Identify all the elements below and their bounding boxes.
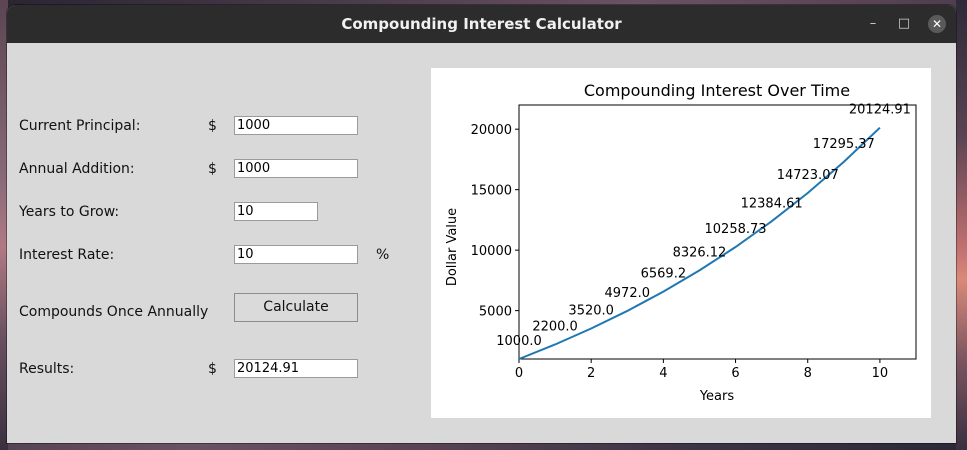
rate-unit: % [376,247,390,263]
chart-title: Compounding Interest Over Time [584,81,850,100]
data-label: 4972.0 [605,286,651,301]
data-label: 10258.73 [705,222,767,237]
close-icon[interactable]: ✕ [928,15,946,33]
y-axis-label: Dollar Value [445,208,460,286]
desktop-background-right [956,0,967,450]
principal-label: Current Principal: [19,118,141,134]
data-label: 20124.91 [849,103,911,118]
y-tick-label: 5000 [479,305,512,320]
years-input[interactable]: 10 [234,202,318,221]
addition-label: Annual Addition: [19,161,135,177]
data-label: 17295.37 [813,137,875,152]
main-content: Current Principal: $ 1000 Annual Additio… [7,43,956,443]
y-tick-label: 20000 [471,123,512,138]
interest-chart: Compounding Interest Over Time Years Dol… [445,81,917,404]
minimize-icon[interactable]: – [869,16,877,31]
principal-input[interactable]: 1000 [234,116,358,135]
app-window: Compounding Interest Calculator – □ ✕ Cu… [7,5,956,443]
results-currency: $ [208,361,217,377]
x-tick-label: 10 [872,366,889,381]
x-tick-label: 0 [515,366,523,381]
data-label: 14723.07 [777,168,839,183]
y-tick-label: 15000 [471,184,512,199]
calculate-button[interactable]: Calculate [234,293,358,322]
x-axis-label: Years [699,389,735,404]
x-tick-label: 8 [804,366,812,381]
rate-input[interactable]: 10 [234,245,358,264]
x-tick-label: 4 [659,366,667,381]
data-label: 3520.0 [568,304,614,319]
window-title: Compounding Interest Calculator [341,15,622,33]
addition-currency: $ [208,161,217,177]
results-output[interactable]: 20124.91 [234,359,358,378]
series-line [518,126,881,360]
data-label: 2200.0 [532,319,578,334]
chart-panel: Compounding Interest Over Time Years Dol… [431,68,931,418]
maximize-icon[interactable]: □ [897,16,911,31]
principal-currency: $ [208,118,217,134]
addition-input[interactable]: 1000 [234,159,358,178]
desktop-background-left [0,0,8,450]
x-tick-label: 2 [587,366,595,381]
years-label: Years to Grow: [19,204,120,220]
x-tick-label: 6 [731,366,739,381]
data-label: 6569.2 [641,267,687,282]
results-label: Results: [19,361,75,377]
title-bar[interactable]: Compounding Interest Calculator – □ ✕ [7,5,956,43]
y-tick-label: 10000 [471,244,512,259]
plot-area-frame [518,104,917,360]
data-label: 8326.12 [673,245,727,260]
compound-label: Compounds Once Annually [19,304,209,320]
rate-label: Interest Rate: [19,247,115,263]
data-label: 12384.61 [741,196,803,211]
data-label: 1000.0 [496,334,542,349]
